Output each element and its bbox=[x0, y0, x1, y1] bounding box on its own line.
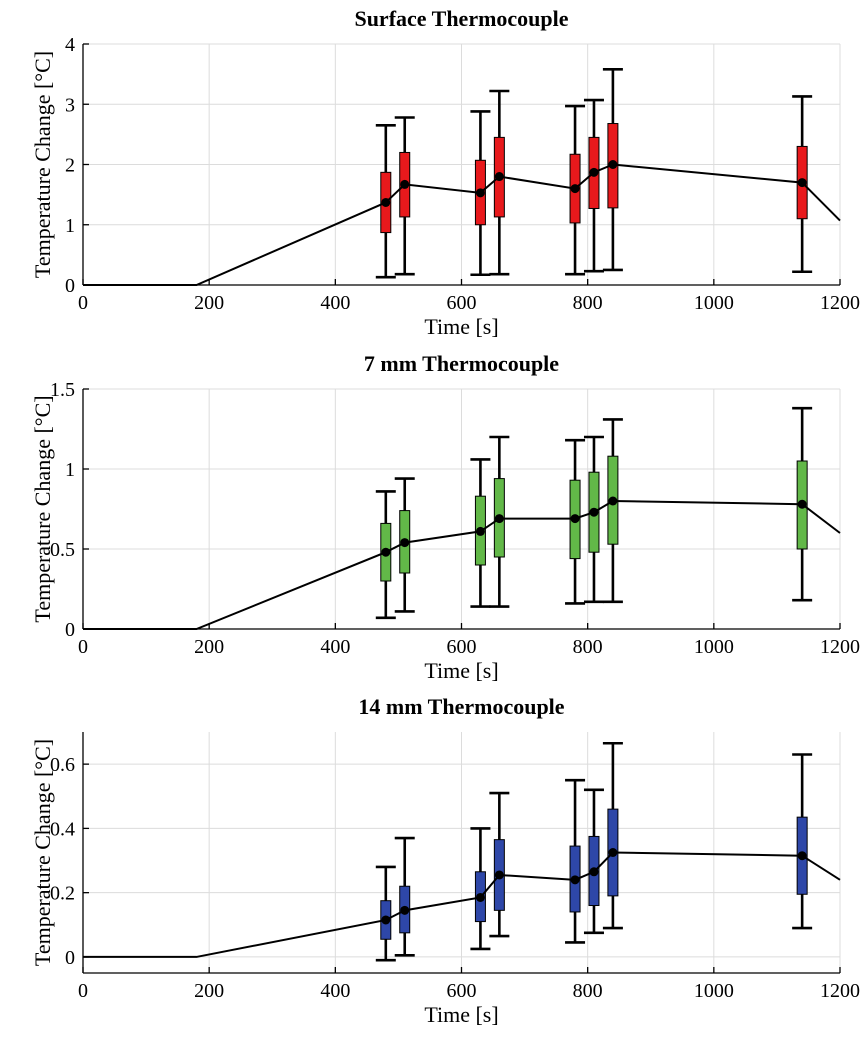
y-tick-label: 1 bbox=[65, 215, 75, 237]
y-tick-label: 3 bbox=[65, 94, 75, 116]
median-point bbox=[797, 178, 807, 188]
y-tick-label: 0 bbox=[65, 947, 75, 969]
chart-panel-2: 0 200 400 600 800 1000 1200 0 0.5 1 1.5 7 mm Thermo… bbox=[30, 351, 860, 683]
median-point bbox=[589, 867, 599, 877]
x-tick-label: 1000 bbox=[694, 980, 734, 1002]
chart-panel-1: 0 200 400 600 800 1000 1200 0 1 2 3 4 Surface Thermo… bbox=[30, 6, 860, 339]
median-point bbox=[475, 188, 485, 198]
median-point bbox=[570, 514, 580, 524]
median-point bbox=[475, 526, 485, 536]
median-point bbox=[475, 892, 485, 902]
x-tick-label: 1200 bbox=[820, 292, 860, 314]
y-tick-label: 0.6 bbox=[50, 754, 75, 776]
median-point bbox=[608, 496, 618, 506]
y-tick-label: 0.5 bbox=[50, 539, 75, 561]
median-point bbox=[570, 875, 580, 885]
median-point bbox=[589, 507, 599, 517]
y-axis-label: Temperature Change [°C] bbox=[30, 739, 55, 966]
x-tick-label: 800 bbox=[573, 636, 603, 658]
median-point bbox=[494, 870, 504, 880]
y-tick-label: 0.2 bbox=[50, 883, 75, 905]
median-point bbox=[570, 184, 580, 194]
median-point bbox=[589, 167, 599, 177]
x-tick-label: 600 bbox=[447, 980, 477, 1002]
chart-title: Surface Thermocouple bbox=[354, 6, 568, 31]
x-tick-label: 400 bbox=[320, 292, 350, 314]
y-tick-label: 2 bbox=[65, 155, 75, 177]
median-point bbox=[400, 179, 410, 189]
chart-title: 7 mm Thermocouple bbox=[364, 351, 559, 376]
x-tick-label: 400 bbox=[320, 636, 350, 658]
y-tick-label: 4 bbox=[65, 34, 75, 56]
x-tick-label: 800 bbox=[573, 980, 603, 1002]
x-tick-label: 0 bbox=[78, 292, 88, 314]
y-axis-label: Temperature Change [°C] bbox=[30, 395, 55, 622]
x-tick-label: 400 bbox=[320, 980, 350, 1002]
x-tick-label: 200 bbox=[194, 292, 224, 314]
chart-panel-3: 0 200 400 600 800 1000 1200 0 0.2 0.4 0.6 14 mm The… bbox=[30, 694, 860, 1027]
median-point bbox=[400, 538, 410, 548]
y-tick-label: 0 bbox=[65, 619, 75, 641]
x-tick-label: 1200 bbox=[820, 636, 860, 658]
x-axis-label: Time [s] bbox=[424, 658, 498, 683]
median-point bbox=[381, 547, 391, 557]
median-point bbox=[381, 197, 391, 207]
y-tick-label: 0.4 bbox=[50, 818, 75, 840]
median-point bbox=[381, 915, 391, 925]
median-point bbox=[797, 851, 807, 861]
median-point bbox=[494, 172, 504, 182]
y-tick-label: 0 bbox=[65, 275, 75, 297]
x-tick-label: 1000 bbox=[694, 636, 734, 658]
median-point bbox=[608, 848, 618, 857]
x-tick-label: 1000 bbox=[694, 292, 734, 314]
median-point bbox=[400, 905, 410, 915]
median-point bbox=[494, 514, 504, 524]
x-axis-label: Time [s] bbox=[424, 314, 498, 339]
y-tick-label: 1 bbox=[65, 459, 75, 481]
median-point bbox=[797, 499, 807, 509]
x-tick-label: 0 bbox=[78, 636, 88, 658]
y-axis-label: Temperature Change [°C] bbox=[30, 51, 55, 278]
x-tick-label: 600 bbox=[447, 636, 477, 658]
x-tick-label: 200 bbox=[194, 980, 224, 1002]
x-axis-label: Time [s] bbox=[424, 1002, 498, 1027]
y-tick-label: 1.5 bbox=[50, 379, 75, 401]
chart-title: 14 mm Thermocouple bbox=[358, 694, 564, 719]
x-tick-label: 800 bbox=[573, 292, 603, 314]
x-tick-label: 0 bbox=[78, 980, 88, 1002]
x-tick-label: 1200 bbox=[820, 980, 860, 1002]
median-point bbox=[608, 160, 618, 169]
x-tick-label: 600 bbox=[447, 292, 477, 314]
x-tick-label: 200 bbox=[194, 636, 224, 658]
